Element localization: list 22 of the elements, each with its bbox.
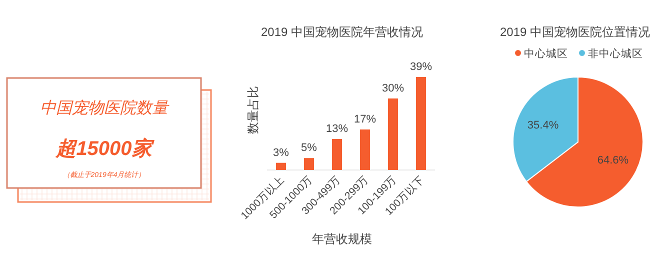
- data-label: 13%: [326, 123, 348, 135]
- bar: [276, 162, 286, 170]
- chart-title: 2019 中国宠物医院年营收情况: [260, 25, 424, 39]
- bar: [332, 139, 342, 170]
- data-label: 3%: [273, 146, 290, 159]
- data-label: 30%: [382, 82, 404, 94]
- bar: [360, 129, 370, 170]
- bar: [416, 77, 426, 170]
- bar: [304, 158, 314, 170]
- text: 超15000家: [55, 137, 155, 160]
- chart-title: 2019 中国宠物医院位置情况: [500, 25, 650, 39]
- data-label: 17%: [354, 113, 376, 126]
- data-label: 39%: [410, 61, 432, 73]
- data-label: 64.6%: [597, 154, 629, 166]
- y-axis-title: 数量占比: [246, 86, 260, 134]
- data-label: 35.4%: [527, 120, 559, 132]
- text: 中国宠物医院数量: [40, 99, 170, 117]
- x-axis-title: 年营收规模: [312, 232, 372, 246]
- bar: [388, 98, 398, 170]
- data-label: 5%: [301, 142, 318, 154]
- legend-label: 非中心城区: [588, 47, 643, 60]
- legend-label: 中心城区: [524, 47, 568, 60]
